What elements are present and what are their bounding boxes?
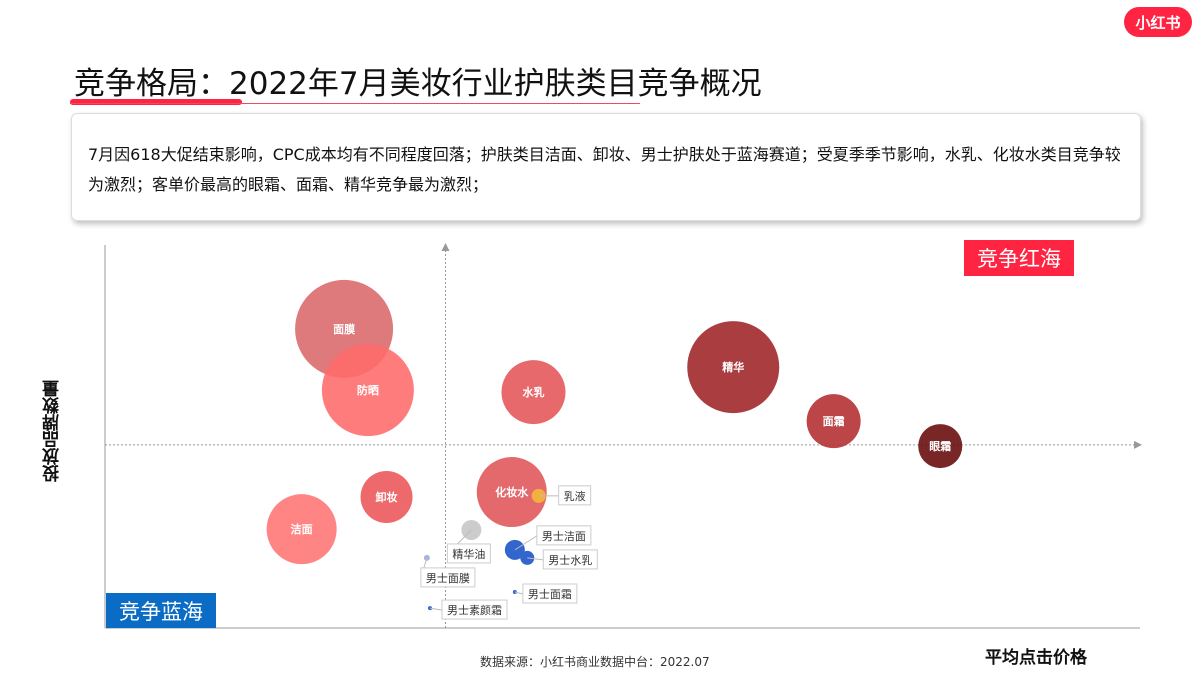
bubble-label-1: 防晒 [357,383,379,397]
callout-line-14 [514,591,523,595]
summary-box: 7月因618大促结束影响，CPC成本均有不同程度回落；护肤类目洁面、卸妆、男士护… [71,113,1141,221]
callout-box-12 [542,549,598,570]
bubble-6 [476,457,547,528]
quadrant-label-blue-sea: 竞争蓝海 [106,593,216,628]
bubble-label-7: 乳液 [564,489,586,503]
page-title: 竞争格局：2022年7月美妆行业护肤类目竞争概况 [74,66,762,102]
bubble-label-15: 男士素颜霜 [447,604,502,617]
bubble-label-2: 水乳 [522,385,544,399]
callout-box-13 [420,567,476,588]
bubble-label-6: 化妆水 [495,485,529,499]
callout-line-12 [527,557,544,561]
callout-box-15 [441,599,508,620]
callout-box-10 [446,543,491,564]
callout-box-11 [536,525,592,546]
horizontal-divider-arrow [1134,440,1142,449]
bubble-label-10: 精华油 [452,547,485,561]
y-axis-label: 投放品牌数量 [43,380,63,482]
bubble-1 [321,344,414,437]
bubble-2 [501,360,566,425]
quadrant-label-red-sea: 竞争红海 [964,240,1074,276]
xiaohongshu-logo: 小红书 [1124,7,1192,37]
x-axis-label: 平均点击价格 [985,648,1087,668]
bubble-label-3: 精华 [722,360,744,374]
bubble-8 [360,471,413,524]
callout-box-7 [558,485,592,506]
bubble-3 [687,321,780,414]
bubble-label-8: 卸妆 [376,490,398,504]
vertical-divider-arrow [441,243,450,251]
callout-box-14 [522,583,578,604]
bubble-label-11: 男士洁面 [542,530,586,543]
title-underline-accent [70,99,242,105]
data-source: 数据来源：小红书商业数据中台：2022.07 [480,655,710,669]
bubble-label-14: 男士面霜 [528,588,572,601]
bubble-label-13: 男士面膜 [426,572,470,585]
callout-line-15 [429,607,443,611]
callout-line-11 [514,535,538,551]
title-underline [70,103,640,104]
bubble-label-4: 面霜 [823,415,845,428]
bubble-label-0: 面膜 [333,322,355,336]
bubble-label-5: 眼霜 [929,440,951,453]
bubble-label-9: 洁面 [291,522,313,536]
bubble-4 [806,394,861,449]
bubble-5 [918,424,963,469]
bubble-label-12: 男士水乳 [548,554,592,567]
bubble-9 [266,494,337,565]
